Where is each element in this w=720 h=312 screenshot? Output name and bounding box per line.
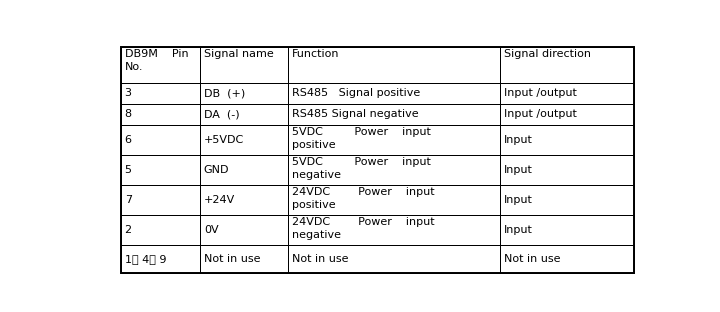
Text: DB9M    Pin
No.: DB9M Pin No. [125,49,188,72]
Bar [288,215,500,245]
Text: 5VDC         Power    input
positive: 5VDC Power input positive [292,127,431,150]
Bar [200,47,288,83]
Text: Input: Input [504,165,533,175]
Bar [288,104,500,125]
Text: 5: 5 [125,165,132,175]
Bar [500,125,634,155]
Bar [200,104,288,125]
Text: Input /output: Input /output [504,109,577,119]
Text: 5VDC         Power    input
negative: 5VDC Power input negative [292,157,431,180]
Bar [200,83,288,104]
Bar [121,83,200,104]
Bar [288,185,500,215]
Bar [288,83,500,104]
Text: 8: 8 [125,109,132,119]
Bar [500,47,634,83]
Bar [288,47,500,83]
Bar [200,245,288,273]
Bar [500,215,634,245]
Bar [200,215,288,245]
Bar [121,104,200,125]
Bar [500,83,634,104]
Bar [121,125,200,155]
Bar [121,215,200,245]
Text: GND: GND [204,165,230,175]
Text: Not in use: Not in use [204,254,261,264]
Bar [200,125,288,155]
Text: Signal name: Signal name [204,49,274,60]
Bar [200,155,288,185]
Text: Input: Input [504,225,533,235]
Text: 0V: 0V [204,225,218,235]
Bar [121,47,200,83]
Bar [288,125,500,155]
Bar [121,185,200,215]
Text: +5VDC: +5VDC [204,135,244,145]
Text: Not in use: Not in use [292,254,348,264]
Text: 2: 2 [125,225,132,235]
Text: 3: 3 [125,88,132,98]
Text: Input: Input [504,195,533,205]
Text: RS485 Signal negative: RS485 Signal negative [292,109,418,119]
Bar [121,155,200,185]
Text: Signal direction: Signal direction [504,49,591,60]
Text: Not in use: Not in use [504,254,561,264]
Text: RS485   Signal positive: RS485 Signal positive [292,88,420,98]
Text: Input: Input [504,135,533,145]
Bar [500,245,634,273]
Text: 6: 6 [125,135,132,145]
Text: 1、 4、 9: 1、 4、 9 [125,254,166,264]
Text: Input /output: Input /output [504,88,577,98]
Bar [288,155,500,185]
Bar [200,185,288,215]
Text: 24VDC        Power    input
positive: 24VDC Power input positive [292,187,435,210]
Bar [500,155,634,185]
Text: DB  (+): DB (+) [204,88,245,98]
Text: Function: Function [292,49,340,60]
Bar [121,245,200,273]
Text: 24VDC        Power    input
negative: 24VDC Power input negative [292,217,435,240]
Bar [288,245,500,273]
Text: +24V: +24V [204,195,235,205]
Text: 7: 7 [125,195,132,205]
Bar [500,185,634,215]
Bar [500,104,634,125]
Text: DA  (-): DA (-) [204,109,240,119]
